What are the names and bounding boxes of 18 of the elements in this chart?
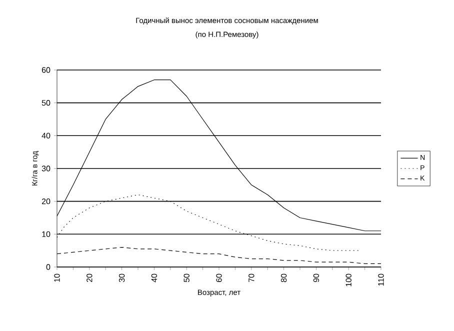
x-tick-label: 50 <box>184 274 190 282</box>
y-tick-label: 0 <box>46 264 50 270</box>
y-tick-label: 10 <box>42 231 50 237</box>
y-tick-label: 40 <box>42 132 50 138</box>
y-tick-label: 60 <box>42 67 50 73</box>
x-tick-label: 110 <box>378 274 384 286</box>
x-tick-label: 10 <box>54 274 60 282</box>
x-tick-label: 30 <box>118 274 125 282</box>
x-tick-label: 20 <box>86 274 92 282</box>
y-tick-label: 50 <box>42 100 50 106</box>
x-tick-label: 40 <box>151 274 158 282</box>
x-tick-label: 90 <box>313 274 320 282</box>
y-tick-label: 20 <box>42 198 50 204</box>
x-tick-label: 100 <box>346 274 352 286</box>
x-tick-label: 60 <box>216 274 222 282</box>
y-tick-label: 30 <box>42 166 50 172</box>
x-tick-label: 80 <box>280 274 287 282</box>
x-tick-label: 70 <box>248 274 254 282</box>
